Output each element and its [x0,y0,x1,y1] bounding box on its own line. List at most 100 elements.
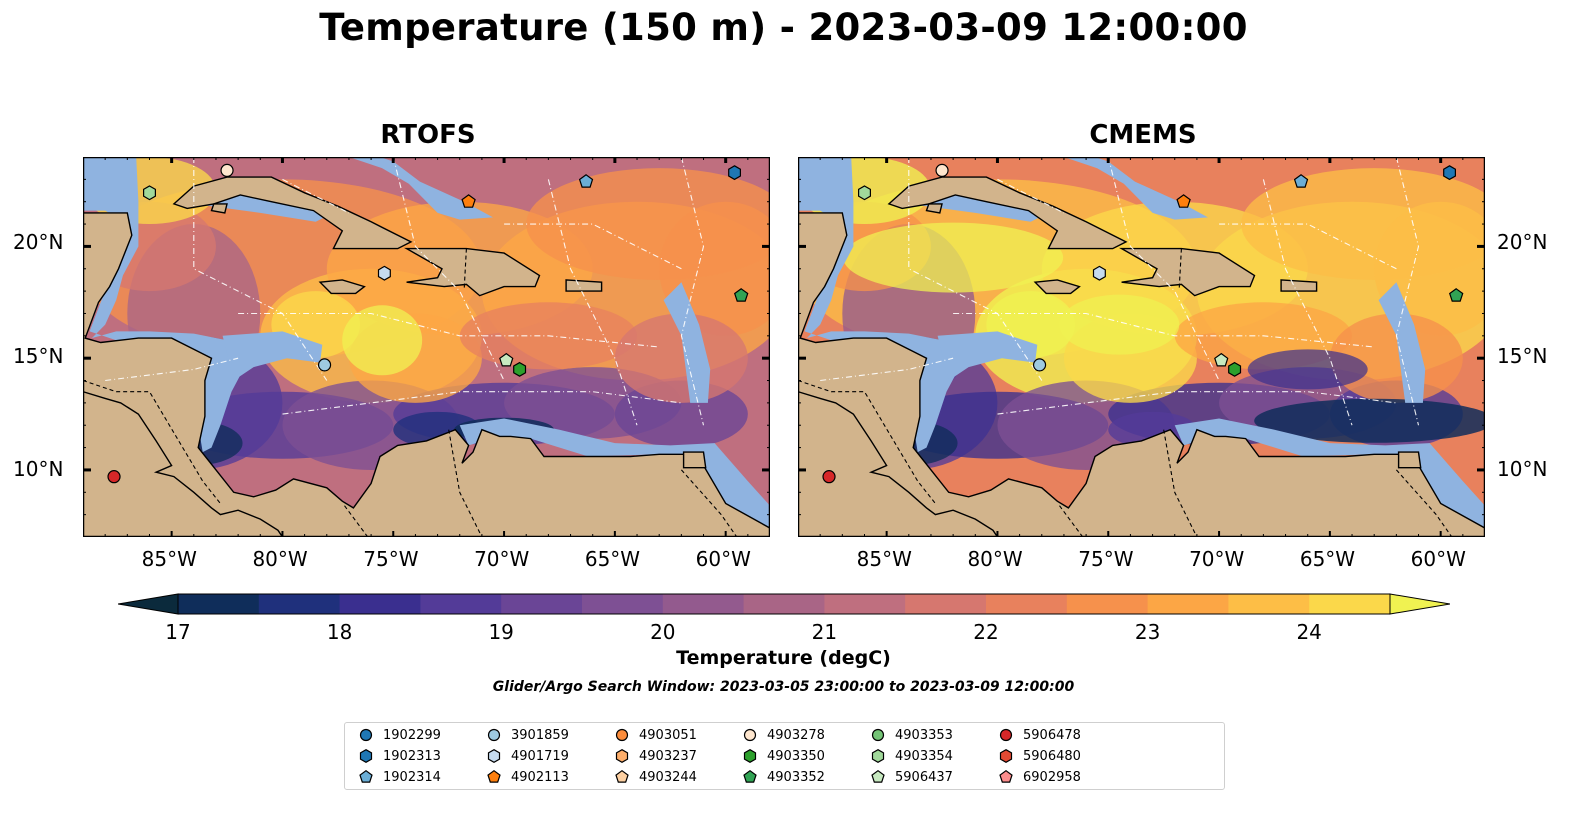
legend-marker-4903353 [871,728,885,742]
float-marker-5906478 [107,470,121,484]
colorbar-tick-label: 20 [650,620,676,644]
float-legend: 1902299 1902313 1902314 3901859 4901719 49021… [344,722,1225,790]
map-panel-cmems[interactable] [798,157,1485,537]
colorbar-tick-label: 22 [973,620,999,644]
colorbar-bin [501,594,583,614]
colorbar-bin [178,594,260,614]
legend-item-4903350: 4903350 [741,747,825,765]
lat-label-20n-left: 20°N [13,230,64,254]
float-marker-4903352 [733,288,749,302]
colorbar-bin [824,594,906,614]
legend-label: 4903352 [767,769,825,785]
figure-title: Temperature (150 m) - 2023-03-09 12:00:0… [319,6,1248,49]
colorbar-bin [420,594,502,614]
legend-item-1902314: 1902314 [357,768,441,786]
legend-marker-4903278 [743,728,757,742]
float-marker-1902313 [1443,165,1457,181]
colorbar-bin [905,594,987,614]
legend-marker-5906437 [871,769,885,783]
legend-label: 1902299 [383,727,441,743]
panel-title-cmems: CMEMS [1089,120,1197,150]
float-marker-4902113 [461,194,476,208]
colorbar-bin [1147,594,1229,614]
lon-label-rtofs-1: 80°W [252,547,308,571]
legend-label: 4902113 [511,769,569,785]
legend-label: 4903244 [639,769,697,785]
legend-label: 1902313 [383,748,441,764]
legend-label: 4903237 [639,748,697,764]
lat-label-15n-left: 15°N [13,344,64,368]
lon-label-rtofs-3: 70°W [474,547,530,571]
legend-label: 4903350 [767,748,825,764]
lon-label-rtofs-0: 85°W [141,547,197,571]
lon-label-cmems-3: 70°W [1189,547,1245,571]
float-marker-4902113 [1176,194,1191,208]
legend-item-3901859: 3901859 [485,726,569,744]
legend-marker-4903244 [615,769,629,783]
legend-marker-4903354 [871,749,885,763]
legend-label: 4901719 [511,748,569,764]
lon-label-cmems-2: 75°W [1078,547,1134,571]
colorbar-bin [582,594,664,614]
legend-item-1902313: 1902313 [357,747,441,765]
legend-item-4903278: 4903278 [741,726,825,744]
float-marker-4903278 [935,163,949,178]
legend-label: 6902958 [1023,769,1081,785]
colorbar-tick-label: 19 [488,620,514,644]
float-marker-4903354 [857,185,872,201]
lon-label-cmems-1: 80°W [967,547,1023,571]
legend-marker-4903352 [743,769,757,783]
legend-label: 4903278 [767,727,825,743]
float-marker-4903354 [142,185,157,201]
colorbar-tick-label: 24 [1296,620,1322,644]
legend-item-4903237: 4903237 [613,747,697,765]
legend-item-4901719: 4901719 [485,747,569,765]
float-marker-4901719 [1092,265,1106,281]
legend-label: 3901859 [511,727,569,743]
legend-marker-4903237 [615,749,629,763]
map-panel-rtofs[interactable] [83,157,770,537]
legend-label: 4903051 [639,727,697,743]
float-marker-1902314 [578,174,594,188]
colorbar-tick-label: 17 [165,620,191,644]
legend-item-4903352: 4903352 [741,768,825,786]
colorbar-bin [986,594,1068,614]
lat-label-10n-left: 10°N [13,457,64,481]
legend-marker-4903350 [743,749,757,763]
lat-label-15n-right: 15°N [1497,344,1548,368]
colorbar-tick-label: 23 [1134,620,1161,644]
colorbar-label: Temperature (degC) [676,647,891,669]
colorbar-tick-label: 18 [326,620,353,644]
legend-label: 4903353 [895,727,953,743]
legend-marker-5906480 [999,749,1013,763]
legend-item-1902299: 1902299 [357,726,441,744]
lon-label-cmems-5: 60°W [1410,547,1466,571]
float-marker-1902313 [728,165,742,181]
colorbar-bin [743,594,825,614]
float-marker-4903350 [1228,361,1242,377]
search-window-text: Glider/Argo Search Window: 2023-03-05 23… [492,679,1075,695]
legend-label: 1902314 [383,769,441,785]
legend-label: 4903354 [895,748,953,764]
float-marker-5906437 [499,352,514,367]
legend-item-5906437: 5906437 [869,768,953,786]
legend-marker-5906478 [999,728,1013,742]
float-marker-5906478 [822,470,836,484]
legend-item-4903244: 4903244 [613,768,697,786]
legend-item-4902113: 4902113 [485,768,569,786]
lat-label-10n-right: 10°N [1497,457,1548,481]
colorbar-extend-high [1389,593,1450,615]
legend-item-4903354: 4903354 [869,747,953,765]
legend-marker-1902314 [359,769,373,783]
lon-label-rtofs-4: 65°W [584,547,641,571]
legend-label: 5906478 [1023,727,1081,743]
lon-label-rtofs-2: 75°W [363,547,419,571]
float-marker-5906437 [1214,352,1229,367]
colorbar-bin [1066,594,1149,614]
colorbar-tick-label: 21 [811,620,838,644]
legend-label: 5906480 [1023,748,1081,764]
float-marker-4903278 [220,163,234,178]
colorbar-extend-low [118,593,179,615]
float-marker-4903350 [513,361,527,377]
legend-marker-1902313 [359,749,373,763]
